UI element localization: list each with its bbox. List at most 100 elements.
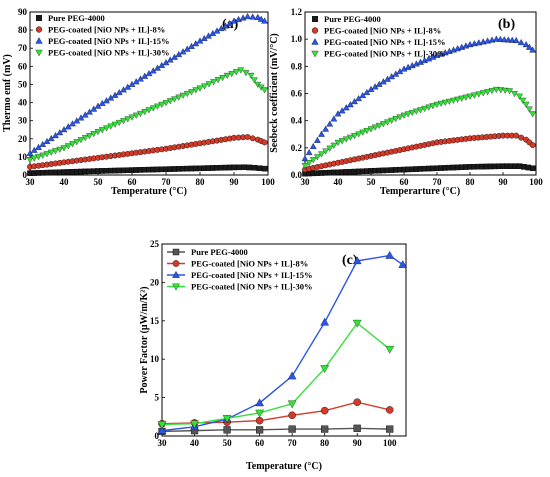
x-tick-label: 60 xyxy=(255,438,265,448)
data-point xyxy=(236,164,242,171)
data-point xyxy=(43,151,51,158)
data-point xyxy=(305,149,313,156)
legend-marker xyxy=(35,26,43,33)
y-tick-label: 5 xyxy=(155,393,160,403)
data-point xyxy=(228,71,236,78)
data-point xyxy=(529,165,536,172)
data-point xyxy=(320,365,330,373)
data-point xyxy=(388,117,396,124)
chart-panel-2: 30 40 50 60 70 80 90 100 0.0 0.2 0.4 0.6 0.8 1.0 1.2 Te… xyxy=(269,7,543,197)
data-point xyxy=(504,36,512,43)
data-point xyxy=(338,138,346,145)
data-point xyxy=(437,100,445,107)
data-point xyxy=(251,164,258,171)
x-tick-label: 60 xyxy=(128,177,138,187)
data-point xyxy=(522,41,530,48)
data-point xyxy=(255,398,264,407)
data-point xyxy=(445,98,453,105)
y-tick-label: 1.0 xyxy=(291,34,303,44)
data-point xyxy=(526,43,533,50)
y-tick-label: 0.6 xyxy=(291,89,303,99)
data-point xyxy=(115,119,123,127)
data-point xyxy=(301,163,309,170)
data-point xyxy=(384,119,391,126)
data-point xyxy=(400,112,408,119)
plot-frame xyxy=(161,243,407,437)
data-point xyxy=(261,17,268,24)
series-1 xyxy=(302,163,536,177)
data-point xyxy=(318,130,325,137)
data-point xyxy=(342,136,350,143)
data-point xyxy=(261,87,268,94)
data-point xyxy=(386,425,394,433)
data-point xyxy=(35,154,42,161)
data-point xyxy=(326,120,334,127)
data-point xyxy=(145,107,153,114)
data-point xyxy=(171,96,178,103)
y-tick-label: 30 xyxy=(18,116,28,126)
data-point xyxy=(475,91,483,98)
data-point xyxy=(352,319,362,328)
data-point xyxy=(288,411,296,420)
data-point xyxy=(466,93,474,100)
data-point xyxy=(309,142,317,149)
data-point xyxy=(511,91,518,98)
data-point xyxy=(500,36,508,43)
data-point xyxy=(519,97,527,104)
series-3 xyxy=(26,12,268,156)
data-point xyxy=(219,75,227,82)
data-point xyxy=(288,425,296,433)
series-4 xyxy=(26,67,268,164)
data-point xyxy=(488,88,496,95)
data-point xyxy=(69,141,76,148)
data-point xyxy=(346,134,354,141)
data-point xyxy=(157,426,167,434)
data-point xyxy=(330,142,338,149)
data-point xyxy=(73,139,81,146)
data-point xyxy=(249,13,257,20)
data-point xyxy=(529,142,536,149)
legend-marker xyxy=(172,248,180,256)
legend-entry: PEG-coated [NiO NPs + IL]-8% xyxy=(191,259,308,269)
y-tick-label: 0 xyxy=(155,431,160,441)
data-point xyxy=(257,15,265,22)
series-2 xyxy=(27,134,268,170)
y-tick-label: 0.0 xyxy=(291,170,303,180)
y-axis-label: Power Factor (μW/m/K²) xyxy=(139,286,150,393)
x-axis-label: Temperarture (°C) xyxy=(380,186,460,197)
series-4 xyxy=(301,86,537,170)
data-point xyxy=(256,426,264,434)
legend-entry: Pure PEG-4000 xyxy=(324,14,381,24)
data-point xyxy=(210,79,217,86)
legend-entry: Pure PEG-4000 xyxy=(48,13,105,23)
data-point xyxy=(94,129,102,136)
data-point xyxy=(231,164,237,171)
data-point xyxy=(261,165,268,172)
data-point xyxy=(242,70,250,77)
series-line xyxy=(161,427,390,433)
series-3 xyxy=(301,35,537,162)
data-point xyxy=(64,143,72,150)
chart-panel-3: 30 40 50 60 70 80 90 100 0 5 10 15 20 25 Temperature (… xyxy=(139,239,408,472)
data-point xyxy=(496,35,504,42)
legend-marker xyxy=(312,16,319,23)
y-tick-label: 25 xyxy=(150,239,160,249)
x-tick-label: 70 xyxy=(288,438,298,448)
data-point xyxy=(179,92,187,99)
data-point xyxy=(320,406,329,415)
panel-label: (c) xyxy=(342,253,358,268)
y-tick-label: 60 xyxy=(18,61,28,71)
data-point xyxy=(375,122,383,129)
data-point xyxy=(39,152,47,159)
data-point xyxy=(441,99,449,106)
x-tick-label: 50 xyxy=(94,177,104,187)
legend: Pure PEG-4000 PEG-coated [NiO NPs + IL]-8… xyxy=(311,14,445,59)
y-axis-label: Thermo emf (mV) xyxy=(2,54,13,132)
data-point xyxy=(237,67,245,74)
data-point xyxy=(149,105,157,112)
data-point xyxy=(124,116,132,123)
y-tick-label: 80 xyxy=(18,25,28,35)
x-tick-label: 90 xyxy=(353,438,363,448)
data-point xyxy=(522,101,530,108)
y-tick-label: 0 xyxy=(23,170,28,180)
